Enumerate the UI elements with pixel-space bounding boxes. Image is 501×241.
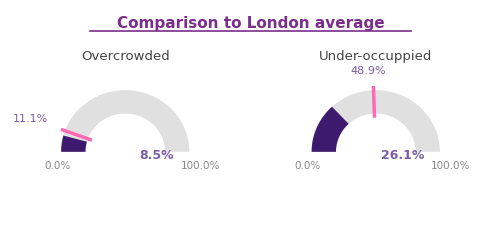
Text: 26.1%: 26.1% <box>381 149 424 162</box>
Polygon shape <box>312 90 440 152</box>
Text: Under-occuppied: Under-occuppied <box>319 50 432 63</box>
Polygon shape <box>61 90 189 152</box>
Text: 8.5%: 8.5% <box>139 149 174 162</box>
Text: Overcrowded: Overcrowded <box>81 50 170 63</box>
Text: 11.1%: 11.1% <box>13 114 48 124</box>
Text: 0.0%: 0.0% <box>44 161 70 170</box>
Text: 0.0%: 0.0% <box>295 161 321 170</box>
Text: 100.0%: 100.0% <box>181 161 220 170</box>
Text: Comparison to London average: Comparison to London average <box>117 16 384 31</box>
Text: 100.0%: 100.0% <box>431 161 470 170</box>
Text: 48.9%: 48.9% <box>350 66 386 76</box>
Polygon shape <box>61 135 87 152</box>
Polygon shape <box>312 107 349 152</box>
